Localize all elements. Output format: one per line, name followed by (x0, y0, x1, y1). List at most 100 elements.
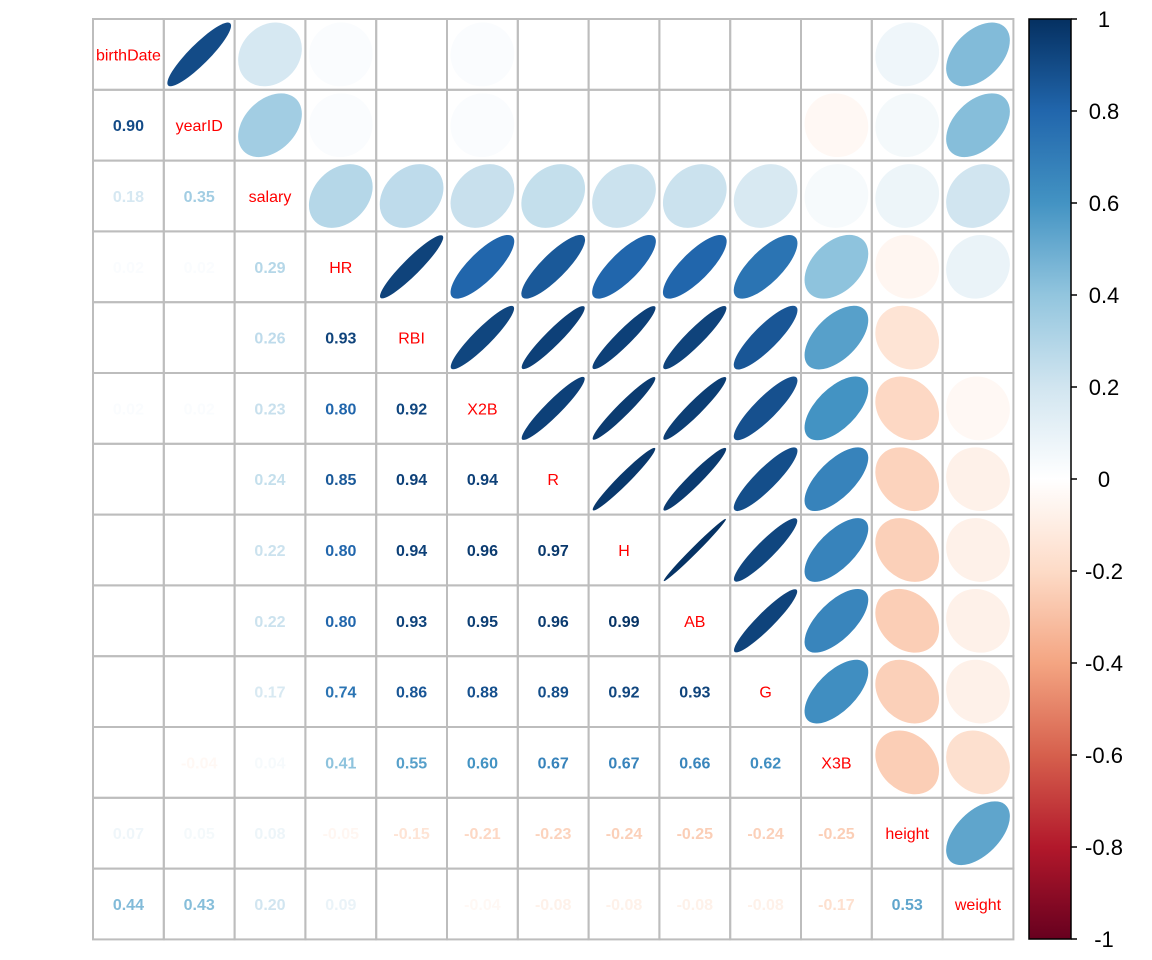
ellipse-X3B-height (875, 730, 940, 795)
coef-X2B-RBI: 0.92 (396, 401, 427, 418)
ellipse-RBI-weight (946, 305, 1010, 370)
ellipse-yearID-G (733, 93, 798, 158)
ellipse-RBI-H (592, 306, 656, 370)
coef-weight-salary: 0.20 (254, 897, 285, 914)
diag-label-R: R (547, 472, 559, 489)
ellipse-R-X3B (804, 447, 869, 512)
ellipse-yearID-salary (238, 93, 302, 158)
coef-X2B-HR: 0.80 (325, 401, 356, 418)
ellipse-height-weight (946, 801, 1010, 866)
coef-X3B-X2B: 0.60 (467, 755, 498, 772)
ellipse-yearID-X3B (804, 93, 869, 158)
coef-R-HR: 0.85 (325, 472, 356, 489)
ellipse-RBI-AB (663, 305, 727, 370)
ellipse-R-weight (946, 447, 1010, 512)
coef-G-HR: 0.74 (325, 685, 356, 702)
cell-AB-yearID (162, 584, 236, 658)
coef-R-salary: 0.24 (254, 472, 285, 489)
coef-weight-X3B: -0.17 (818, 897, 855, 914)
ellipse-X2B-weight (946, 376, 1010, 441)
coef-X3B-H: 0.67 (608, 755, 639, 772)
ellipse-salary-height (875, 164, 940, 228)
coef-height-X2B: -0.21 (464, 826, 501, 843)
diag-label-birthDate: birthDate (96, 47, 161, 64)
ellipse-salary-weight (946, 164, 1010, 228)
coef-HR-yearID: 0.02 (184, 260, 215, 277)
coef-G-H: 0.92 (608, 685, 639, 702)
color-legend: 1 0.8 0.6 0.4 0.2 0 -0.2 -0.4 -0.6 -0.8 -1 (1028, 7, 1123, 952)
coef-H-X2B: 0.96 (467, 543, 498, 560)
ellipse-X2B-AB (663, 376, 727, 440)
coef-weight-X2B: -0.04 (464, 897, 501, 914)
coef-R-RBI: 0.94 (396, 472, 427, 489)
coef-height-yearID: 0.05 (184, 826, 215, 843)
coef-height-H: -0.24 (606, 826, 643, 843)
coef-H-RBI: 0.94 (396, 543, 427, 560)
diag-label-X3B: X3B (821, 755, 851, 772)
cell-G-birthDate (92, 655, 165, 729)
ellipse-X2B-height (875, 376, 940, 441)
diag-label-height: height (885, 826, 929, 843)
cell-weight-RBI (375, 867, 449, 941)
cell-H-birthDate (92, 513, 165, 587)
cell-X3B-birthDate (92, 726, 165, 799)
coef-height-G: -0.24 (747, 826, 784, 843)
ellipse-yearID-HR (308, 93, 373, 158)
ellipse-X2B-X3B (804, 376, 869, 441)
colorbar-gradient (1028, 18, 1072, 940)
cell-RBI-birthDate (92, 301, 165, 375)
coef-salary-birthDate: 0.18 (113, 189, 144, 206)
diag-label-X2B: X2B (467, 401, 497, 418)
colorbar-tick-label: -0.6 (1085, 743, 1123, 768)
ellipse-HR-R (521, 234, 586, 299)
coef-height-AB: -0.25 (677, 826, 714, 843)
ellipse-birthDate-salary (238, 22, 302, 87)
colorbar-tick-label: 0 (1098, 467, 1110, 492)
diag-label-G: G (759, 685, 771, 702)
coef-weight-G: -0.08 (747, 897, 784, 914)
ellipse-X3B-weight (946, 730, 1010, 795)
coef-G-AB: 0.93 (679, 685, 710, 702)
ellipse-HR-AB (662, 234, 727, 299)
ellipse-AB-X3B (804, 588, 869, 653)
ellipse-salary-AB (662, 164, 727, 228)
coef-X3B-RBI: 0.55 (396, 755, 427, 772)
colorbar-tick-label: -1 (1094, 927, 1114, 952)
coef-X3B-HR: 0.41 (325, 755, 356, 772)
ellipse-salary-H (592, 164, 656, 228)
coef-weight-H: -0.08 (606, 897, 643, 914)
cell-RBI-yearID (162, 301, 236, 375)
coef-H-R: 0.97 (538, 543, 569, 560)
ellipse-R-G (733, 447, 798, 512)
ellipse-salary-R (521, 164, 586, 228)
ellipse-birthDate-weight (946, 22, 1010, 87)
diag-label-weight: weight (954, 897, 1002, 914)
coef-X3B-salary: 0.04 (254, 755, 285, 772)
coef-AB-RBI: 0.93 (396, 614, 427, 631)
coef-X3B-AB: 0.66 (679, 755, 710, 772)
ellipse-AB-height (875, 588, 940, 653)
ellipse-RBI-G (733, 305, 798, 370)
coef-R-X2B: 0.94 (467, 472, 498, 489)
ellipse-X2B-R (521, 376, 585, 440)
ellipse-HR-H (592, 234, 656, 299)
coef-AB-H: 0.99 (608, 614, 639, 631)
ellipse-yearID-R (521, 93, 586, 158)
ellipse-H-G (733, 518, 798, 582)
ellipse-salary-X2B (450, 164, 515, 228)
diag-label-H: H (618, 543, 630, 560)
colorbar-tick-label: 0.2 (1089, 375, 1120, 400)
coef-AB-X2B: 0.95 (467, 614, 498, 631)
colorbar-tick-label: -0.2 (1085, 559, 1123, 584)
cell-weight-weight (941, 867, 1015, 941)
ellipse-salary-X3B (804, 164, 869, 228)
ellipse-salary-RBI (379, 164, 444, 228)
ellipse-AB-weight (946, 588, 1010, 653)
coef-H-HR: 0.80 (325, 543, 356, 560)
coef-X2B-salary: 0.23 (254, 401, 285, 418)
ellipse-birthDate-height (875, 22, 940, 87)
diag-label-AB: AB (684, 614, 705, 631)
ellipse-yearID-AB (662, 93, 727, 158)
coef-G-salary: 0.17 (254, 685, 285, 702)
